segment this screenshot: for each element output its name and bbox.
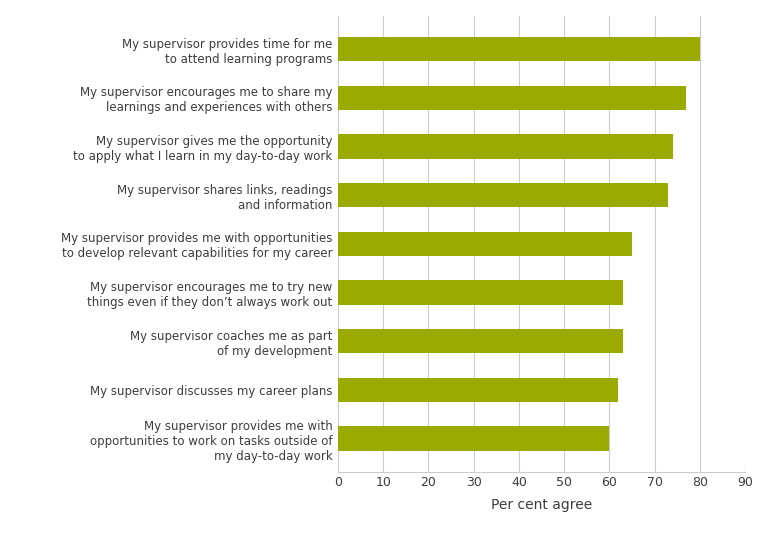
Bar <box>338 232 632 256</box>
Bar <box>338 134 673 159</box>
X-axis label: Per cent agree: Per cent agree <box>491 498 592 512</box>
Bar <box>338 329 623 353</box>
Bar <box>338 427 609 451</box>
Bar <box>338 86 686 110</box>
Bar <box>338 37 700 61</box>
Bar <box>338 378 618 402</box>
Bar <box>338 183 668 208</box>
Bar <box>338 280 623 305</box>
